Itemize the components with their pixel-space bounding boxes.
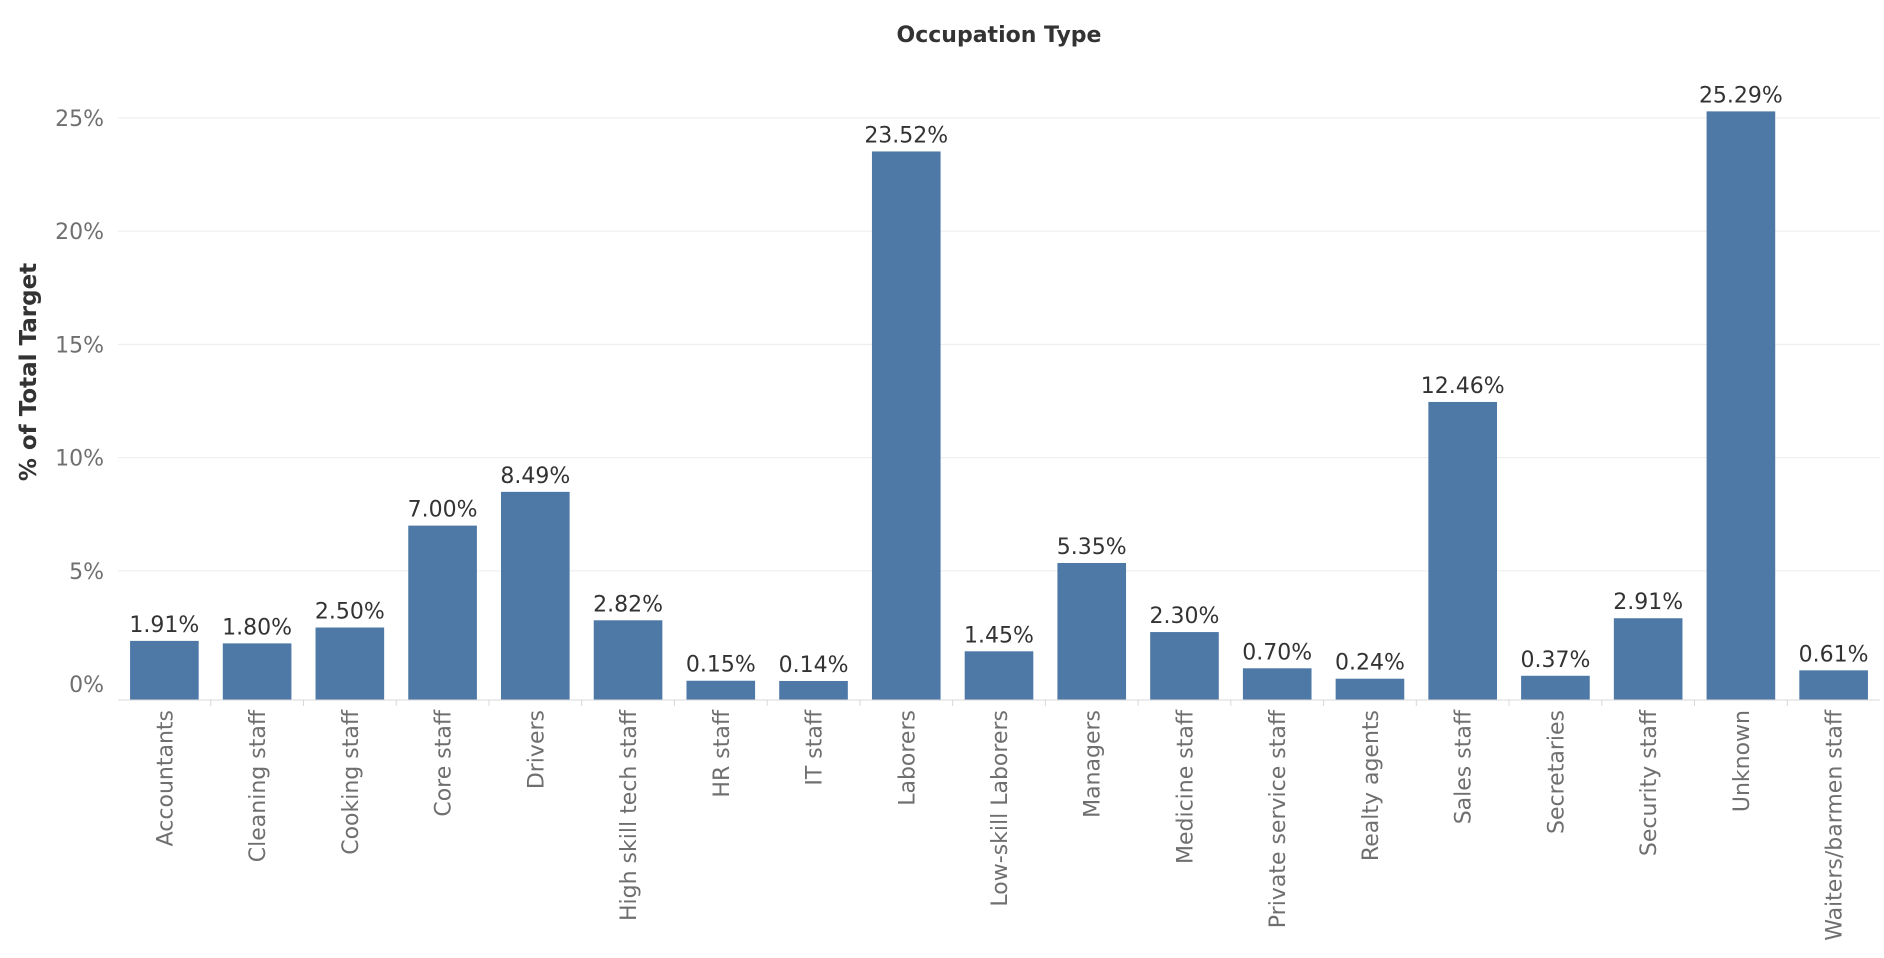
bar-value-label: 0.24% bbox=[1335, 651, 1405, 676]
bar-value-label: 7.00% bbox=[408, 498, 478, 523]
y-axis-title: % of Total Target bbox=[16, 263, 42, 481]
bar bbox=[1150, 632, 1219, 700]
y-tick-label: 15% bbox=[55, 333, 104, 358]
category-label: Laborers bbox=[895, 710, 920, 806]
bars bbox=[130, 111, 1868, 701]
y-tick-label: 10% bbox=[55, 447, 104, 472]
category-labels: Accountants Cleaning staff Cooking staff Co… bbox=[153, 709, 1847, 941]
bar-value-label: 0.61% bbox=[1799, 642, 1869, 667]
bar bbox=[1706, 111, 1776, 701]
category-label: Unknown bbox=[1730, 710, 1755, 812]
bar-value-label: 12.46% bbox=[1421, 374, 1505, 399]
bar bbox=[130, 640, 199, 700]
bar-value-label: 0.14% bbox=[779, 653, 849, 678]
y-tick-label: 0% bbox=[69, 673, 104, 698]
bar bbox=[593, 620, 663, 700]
gridlines bbox=[118, 117, 1880, 572]
category-label: Medicine staff bbox=[1173, 709, 1198, 864]
category-label: Managers bbox=[1081, 710, 1106, 818]
bar-value-label: 5.35% bbox=[1057, 535, 1127, 560]
bar-value-label: 1.91% bbox=[129, 613, 199, 638]
bar bbox=[779, 680, 848, 700]
bar-value-label: 2.30% bbox=[1150, 604, 1220, 629]
bar bbox=[501, 491, 570, 700]
bar bbox=[686, 680, 756, 700]
bar-value-label: 0.15% bbox=[686, 653, 756, 678]
category-label: Waiters/barmen staff bbox=[1823, 709, 1848, 941]
category-label: Private service staff bbox=[1266, 709, 1291, 928]
category-label: Cooking staff bbox=[339, 709, 364, 855]
bar bbox=[1057, 562, 1127, 700]
y-tick-labels: 0% 5% 10% 15% 20% 25% bbox=[55, 107, 104, 698]
category-label: HR staff bbox=[710, 709, 735, 797]
y-tick-label: 25% bbox=[55, 107, 104, 132]
y-tick-label: 5% bbox=[69, 560, 104, 585]
bar-value-label: 25.29% bbox=[1699, 83, 1783, 108]
bar bbox=[1521, 675, 1590, 700]
category-label: Core staff bbox=[432, 709, 457, 816]
bar bbox=[315, 627, 385, 700]
bar bbox=[964, 651, 1034, 700]
axes bbox=[118, 699, 1880, 706]
category-label: Security staff bbox=[1637, 709, 1662, 856]
bar bbox=[1242, 668, 1312, 700]
category-label: Accountants bbox=[153, 710, 178, 846]
bar-value-label: 1.80% bbox=[222, 615, 292, 640]
category-label: Secretaries bbox=[1544, 710, 1569, 834]
category-label: Realty agents bbox=[1359, 710, 1384, 861]
bar bbox=[222, 643, 292, 700]
bar bbox=[871, 151, 941, 701]
category-label: Drivers bbox=[524, 710, 549, 789]
bar-value-label: 2.50% bbox=[315, 600, 385, 625]
y-tick-label: 20% bbox=[55, 220, 104, 245]
category-label: High skill tech staff bbox=[617, 709, 642, 921]
category-label: Low-skill Laborers bbox=[988, 710, 1013, 907]
bar bbox=[408, 525, 477, 700]
bar bbox=[1799, 670, 1868, 700]
chart-title: Occupation Type bbox=[897, 23, 1102, 48]
value-labels: 1.91% 1.80% 2.50% 7.00% 8.49% 2.82% 0.15% 0.14%… bbox=[129, 83, 1868, 678]
bar bbox=[1428, 401, 1497, 700]
bar bbox=[1613, 618, 1683, 700]
bar-value-label: 1.45% bbox=[964, 623, 1034, 648]
bar-value-label: 23.52% bbox=[864, 123, 948, 148]
category-label: Sales staff bbox=[1452, 709, 1477, 824]
bar-value-label: 2.91% bbox=[1613, 590, 1683, 615]
bar bbox=[1335, 678, 1405, 700]
bar-value-label: 2.82% bbox=[593, 592, 663, 617]
category-label: IT staff bbox=[803, 709, 828, 785]
bar-value-label: 0.37% bbox=[1520, 648, 1590, 673]
bar-value-label: 0.70% bbox=[1242, 640, 1312, 665]
category-label: Cleaning staff bbox=[246, 709, 271, 862]
bar-value-label: 8.49% bbox=[500, 464, 570, 489]
